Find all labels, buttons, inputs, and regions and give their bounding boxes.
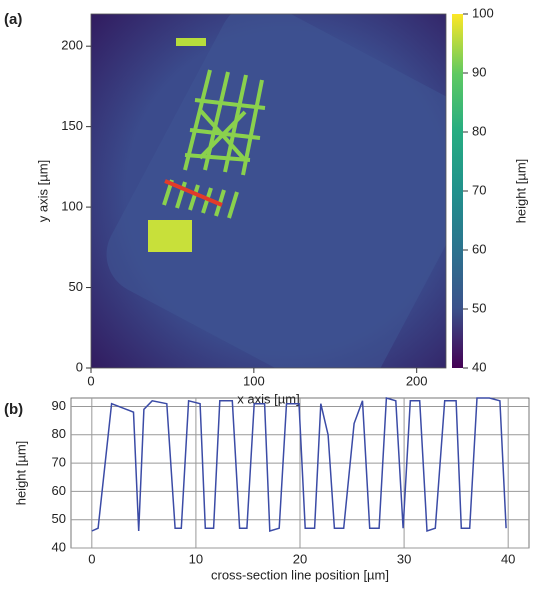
y-axis-label: height [µm]	[13, 441, 28, 506]
colorbar-tick-label: 40	[472, 359, 486, 374]
colorbar-tick-label: 60	[472, 241, 486, 256]
y-tick-label: 60	[52, 483, 66, 498]
x-axis-label: cross-section line position [µm]	[211, 567, 389, 582]
colorbar-tick-label: 80	[472, 123, 486, 138]
y-tick-label: 40	[52, 539, 66, 554]
y-tick-label: 50	[52, 511, 66, 526]
colorbar-tick-label: 50	[472, 300, 486, 315]
x-tick-label: 200	[406, 373, 428, 388]
y-tick-label: 150	[61, 118, 83, 133]
y-tick-label: 90	[52, 398, 66, 413]
x-tick-label: 0	[88, 551, 95, 566]
colorbar-tick-label: 100	[472, 5, 494, 20]
y-axis-label: y axis [µm]	[35, 160, 50, 222]
plot-frame	[90, 13, 447, 369]
colorbar-tick-label: 90	[472, 64, 486, 79]
y-tick-label: 50	[69, 279, 83, 294]
y-tick-label: 0	[76, 359, 83, 374]
x-tick-label: 40	[501, 551, 515, 566]
x-tick-label: 30	[397, 551, 411, 566]
y-tick-label: 80	[52, 426, 66, 441]
panel-label: (a)	[4, 11, 22, 28]
y-tick-label: 200	[61, 38, 83, 53]
pad	[148, 220, 192, 252]
panel-label: (b)	[4, 401, 23, 418]
x-tick-label: 10	[189, 551, 203, 566]
height-map	[91, 14, 446, 368]
colorbar	[452, 14, 463, 368]
cross-section-line	[164, 179, 223, 207]
pad	[176, 38, 206, 46]
x-tick-label: 0	[87, 373, 94, 388]
x-tick-label: 20	[293, 551, 307, 566]
x-tick-label: 100	[243, 373, 265, 388]
colorbar-tick-label: 70	[472, 182, 486, 197]
y-tick-label: 100	[61, 199, 83, 214]
x-axis-label: x axis [µm]	[237, 391, 299, 406]
data-line	[91, 397, 507, 533]
y-tick-label: 70	[52, 455, 66, 470]
colorbar-label: height [µm]	[513, 159, 528, 224]
